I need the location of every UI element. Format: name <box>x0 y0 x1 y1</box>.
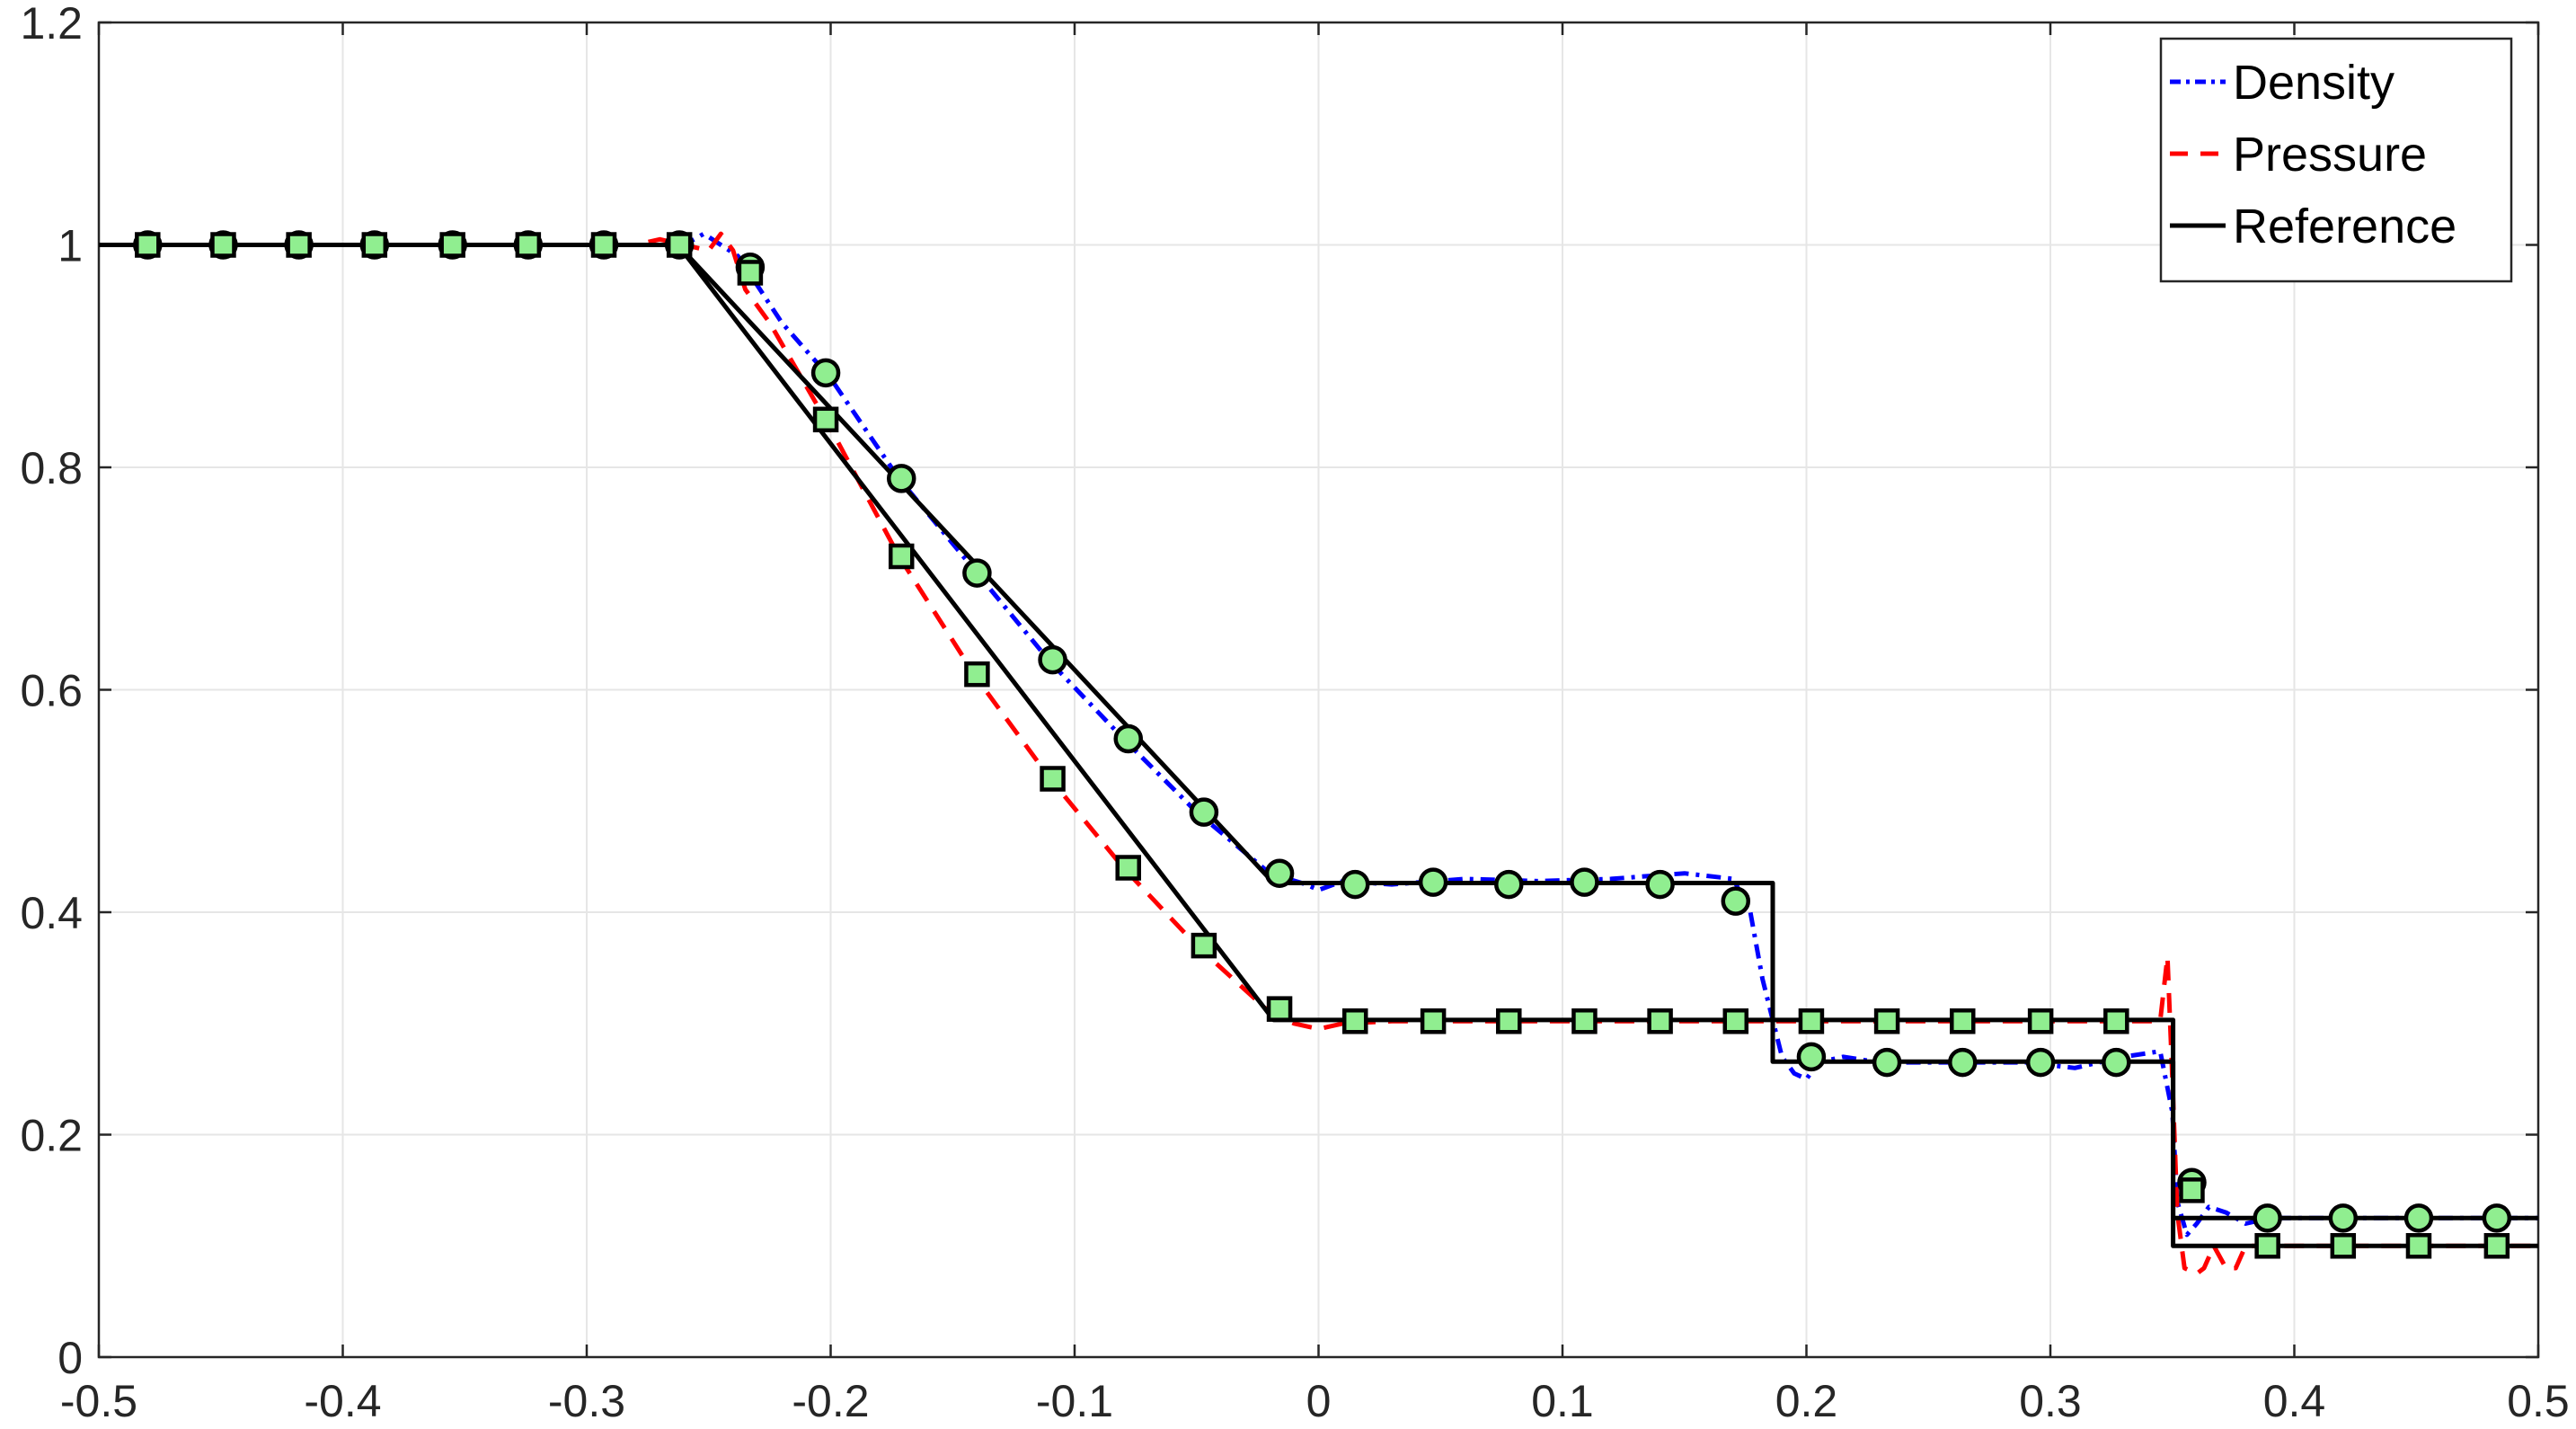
marker-density-point <box>962 558 992 588</box>
x-tick-label: -0.2 <box>792 1376 869 1426</box>
marker-pressure-point <box>2254 1233 2280 1259</box>
marker-pressure-point <box>1040 766 1066 792</box>
x-tick-label: -0.1 <box>1036 1376 1113 1426</box>
x-tick-label: -0.4 <box>304 1376 381 1426</box>
series-line-pressure <box>99 231 2538 1276</box>
axis-ticks: -0.5 -0.4 -0.3 -0.2 -0.1 0 0.1 0.2 0.3 0.4 0.5 0 0.2… <box>20 0 2569 1426</box>
y-tick-label: 0.8 <box>20 443 83 493</box>
marker-pressure-point <box>1266 996 1293 1022</box>
y-tick-label: 1.2 <box>20 0 83 49</box>
marker-density-point <box>810 358 841 388</box>
marker-pressure-point <box>515 232 542 258</box>
x-tick-label: 0.3 <box>2019 1376 2082 1426</box>
legend-label-reference: Reference <box>2233 200 2456 253</box>
marker-pressure-point <box>666 232 693 258</box>
marker-density-point <box>1340 869 1370 900</box>
marker-density-point <box>2102 1047 2131 1078</box>
legend-label-density: Density <box>2233 56 2395 110</box>
x-tick-label: 0 <box>1306 1376 1332 1426</box>
marker-pressure-point <box>1647 1008 1673 1034</box>
x-tick-label: 0.1 <box>1531 1376 1594 1426</box>
marker-density-point <box>1645 869 1675 900</box>
marker-pressure-point <box>1115 855 1141 881</box>
legend-box <box>2159 37 2513 283</box>
y-tick-label: 0.2 <box>20 1111 83 1161</box>
x-tick-label: -0.3 <box>548 1376 625 1426</box>
marker-density-point <box>1570 867 1599 897</box>
marker-pressure-point <box>812 406 839 433</box>
marker-pressure-point <box>286 232 312 258</box>
x-tick-label: 0.5 <box>2507 1376 2570 1426</box>
marker-pressure-point <box>2179 1177 2205 1203</box>
marker-pressure-point <box>590 232 617 258</box>
marker-density-point <box>1038 644 1067 675</box>
marker-pressure-point <box>1798 1008 1825 1034</box>
marker-density-point <box>886 464 916 493</box>
y-tick-label: 0.4 <box>20 888 83 938</box>
marker-pressure-point <box>1950 1008 1976 1034</box>
marker-pressure-point <box>1191 932 1217 959</box>
marker-density-point <box>2403 1203 2434 1233</box>
x-tick-label: -0.5 <box>60 1376 137 1426</box>
y-tick-label: 0.6 <box>20 666 83 716</box>
marker-density-point <box>1872 1047 1902 1078</box>
marker-pressure-point <box>1341 1008 1368 1034</box>
marker-pressure-point <box>2103 1008 2129 1034</box>
legend: Density Pressure Reference <box>2159 37 2513 283</box>
marker-density-point <box>2482 1203 2512 1233</box>
x-tick-label: 0.2 <box>1775 1376 1838 1426</box>
marker-pressure-point <box>2483 1233 2510 1259</box>
marker-density-point <box>1113 723 1143 754</box>
marker-pressure-point <box>210 232 236 258</box>
marker-density-point <box>2253 1203 2282 1233</box>
marker-pressure-point <box>2330 1233 2357 1259</box>
marker-density-point <box>1264 858 1295 888</box>
marker-density-point <box>1494 869 1524 900</box>
marker-pressure-point <box>2027 1008 2054 1034</box>
series-markers <box>133 230 2512 1259</box>
marker-density-point <box>1721 886 1751 916</box>
marker-pressure-point <box>1496 1008 1522 1034</box>
marker-density-point <box>1796 1042 1827 1072</box>
marker-pressure-point <box>1873 1008 1900 1034</box>
y-tick-label: 1 <box>58 221 83 271</box>
marker-density-point <box>1948 1047 1978 1078</box>
marker-pressure-point <box>1722 1008 1749 1034</box>
marker-density-point <box>1418 867 1448 897</box>
x-tick-label: 0.4 <box>2263 1376 2326 1426</box>
marker-pressure-point <box>1420 1008 1447 1034</box>
y-tick-label: 0 <box>58 1333 83 1383</box>
marker-density-point <box>2025 1047 2056 1078</box>
legend-label-pressure: Pressure <box>2233 128 2427 182</box>
marker-pressure-point <box>737 260 764 286</box>
marker-pressure-point <box>439 232 465 258</box>
marker-pressure-point <box>964 661 990 688</box>
marker-density-point <box>2328 1203 2359 1233</box>
marker-pressure-point <box>135 232 161 258</box>
marker-pressure-point <box>361 232 388 258</box>
marker-pressure-point <box>2405 1233 2432 1259</box>
marker-pressure-point <box>888 543 915 570</box>
marker-pressure-point <box>1571 1008 1598 1034</box>
marker-density-point <box>1189 797 1219 827</box>
